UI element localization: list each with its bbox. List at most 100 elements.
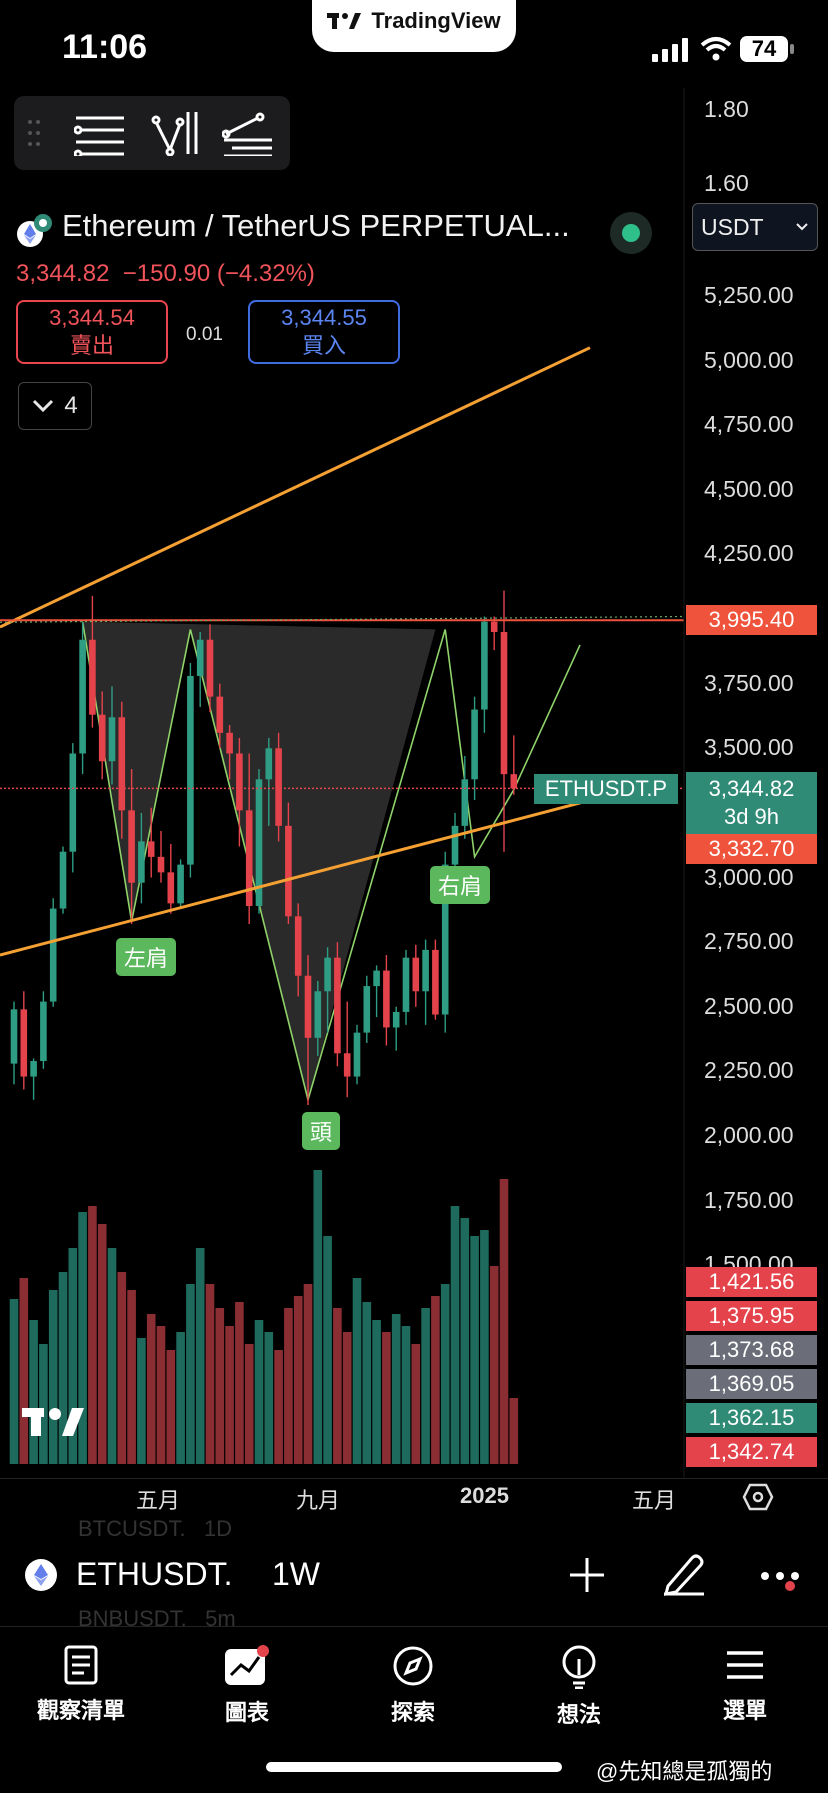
currency-select[interactable]: USDT: [692, 203, 818, 251]
candle-body: [324, 957, 331, 992]
candles: [10, 590, 518, 1105]
price-axis[interactable]: 1.80 1.60 5,250.00 5,000.00 4,750.00 4,500.…: [680, 0, 828, 1478]
volume-bar: [97, 1224, 107, 1464]
candle-body: [79, 639, 86, 754]
pattern-tool-icon[interactable]: [150, 110, 200, 156]
volume-bar: [9, 1299, 19, 1464]
tradingview-banner[interactable]: TradingView: [312, 0, 516, 52]
fib-tool-icon[interactable]: [222, 110, 274, 156]
candle-body: [392, 1011, 400, 1028]
volume-bar: [215, 1308, 225, 1464]
axis-tick: 4,750.00: [704, 411, 794, 438]
symbol-bar: BTCUSDT. 1D BNBUSDT. 5m ETHUSDT. 1W: [0, 1516, 828, 1631]
ethereum-logo-icon: [17, 214, 52, 247]
buy-button[interactable]: 3,344.55 買入: [248, 300, 400, 364]
candle-body: [69, 753, 77, 852]
volume-bar: [254, 1320, 264, 1464]
volume-bar: [293, 1296, 303, 1464]
tab-ideas[interactable]: 想法: [504, 1645, 654, 1729]
candle-body: [216, 696, 224, 733]
time-tick: 五月: [632, 1488, 677, 1513]
tab-menu[interactable]: 選單: [670, 1645, 820, 1725]
axis-tick: 2,250.00: [704, 1057, 794, 1084]
candle-body: [10, 1009, 18, 1064]
volume-bar: [421, 1308, 430, 1464]
volume-bar: [391, 1314, 401, 1464]
sell-button[interactable]: 3,344.54 賣出: [16, 300, 168, 364]
tradingview-logo-icon: [327, 13, 362, 29]
price-chart[interactable]: [0, 88, 828, 1478]
compass-icon: [393, 1646, 433, 1686]
interval-selector[interactable]: 1W: [272, 1556, 320, 1592]
candle-body: [138, 841, 145, 883]
tab-label: 選單: [722, 1698, 767, 1723]
axis-tick: 4,250.00: [704, 540, 794, 567]
candle-body: [245, 810, 253, 906]
drag-handle-icon[interactable]: [26, 118, 42, 148]
symbol-title[interactable]: Ethereum / TetherUS PERPETUAL...: [62, 208, 570, 243]
candle-body: [343, 1053, 351, 1077]
lightbulb-icon: [562, 1645, 596, 1689]
last-price-tag: 3,344.82 3d 9h: [686, 772, 817, 834]
volume-bar: [205, 1284, 215, 1464]
home-indicator[interactable]: [266, 1762, 562, 1772]
sell-price: 3,344.54: [49, 305, 135, 330]
volume-bar: [470, 1236, 479, 1464]
indicators-toggle-button[interactable]: 4: [18, 382, 92, 430]
right-shoulder-label[interactable]: 右肩: [430, 866, 491, 904]
candle-body: [265, 748, 273, 780]
currency-value: USDT: [701, 213, 764, 240]
candle-body: [30, 1061, 37, 1077]
candle-body: [314, 991, 322, 1038]
volume-bar: [460, 1218, 470, 1464]
head-label[interactable]: 頭: [302, 1112, 341, 1150]
tab-watchlist[interactable]: 觀察清單: [6, 1645, 156, 1725]
ethereum-logo-icon: [25, 1559, 57, 1591]
chart-settings-icon[interactable]: [742, 1481, 774, 1513]
volume-tag: 1,421.56: [686, 1267, 817, 1297]
drawing-pen-icon[interactable]: [662, 1550, 706, 1596]
chart-area[interactable]: [0, 88, 828, 1478]
battery-indicator: 74: [740, 36, 788, 62]
volume-tag: 1,362.15: [686, 1403, 817, 1433]
volume-bar: [372, 1320, 381, 1464]
menu-icon: [727, 1651, 763, 1679]
wifi-icon: [700, 37, 732, 61]
symbol-name[interactable]: ETHUSDT.: [76, 1556, 233, 1592]
more-options-icon[interactable]: [760, 1566, 804, 1592]
horizontal-lines-tool-icon[interactable]: [74, 112, 126, 156]
volume-bar: [235, 1302, 244, 1464]
candle-body: [20, 1009, 28, 1077]
volume-bar: [166, 1350, 176, 1464]
candle-body: [177, 864, 184, 904]
candle-body: [187, 675, 194, 865]
axis-tick: 2,500.00: [704, 992, 794, 1019]
candle-body: [383, 970, 390, 1028]
chart-icon: [225, 1645, 269, 1685]
left-shoulder-label[interactable]: 左肩: [116, 938, 177, 976]
add-icon[interactable]: [568, 1556, 606, 1594]
tab-explore[interactable]: 探索: [338, 1645, 488, 1727]
volume-bar: [480, 1230, 489, 1464]
volume-bar: [401, 1326, 411, 1464]
candle-body: [294, 916, 302, 976]
axis-tick: 2,750.00: [704, 928, 794, 955]
volume-bar: [29, 1320, 38, 1464]
tab-label: 探索: [390, 1700, 435, 1725]
volume-tag: 1,369.05: [686, 1369, 817, 1399]
upper-channel-line: [0, 346, 591, 629]
tradingview-banner-text: TradingView: [371, 8, 501, 33]
volume-bar: [137, 1338, 146, 1464]
time-tick: 五月: [136, 1488, 181, 1513]
market-status-indicator[interactable]: [610, 212, 652, 254]
author-watermark: @先知總是孤獨的: [596, 1759, 773, 1784]
time-axis[interactable]: 五月 九月 2025 五月: [0, 1478, 828, 1521]
candle-body: [167, 872, 175, 904]
volume-tag: 1,342.74: [686, 1437, 817, 1467]
candle-body: [98, 714, 106, 762]
tab-chart[interactable]: 圖表: [172, 1645, 322, 1727]
volume-bar: [117, 1272, 127, 1464]
volume-bar: [19, 1278, 29, 1464]
volume-bar: [284, 1308, 293, 1464]
volume-bar: [431, 1296, 440, 1464]
